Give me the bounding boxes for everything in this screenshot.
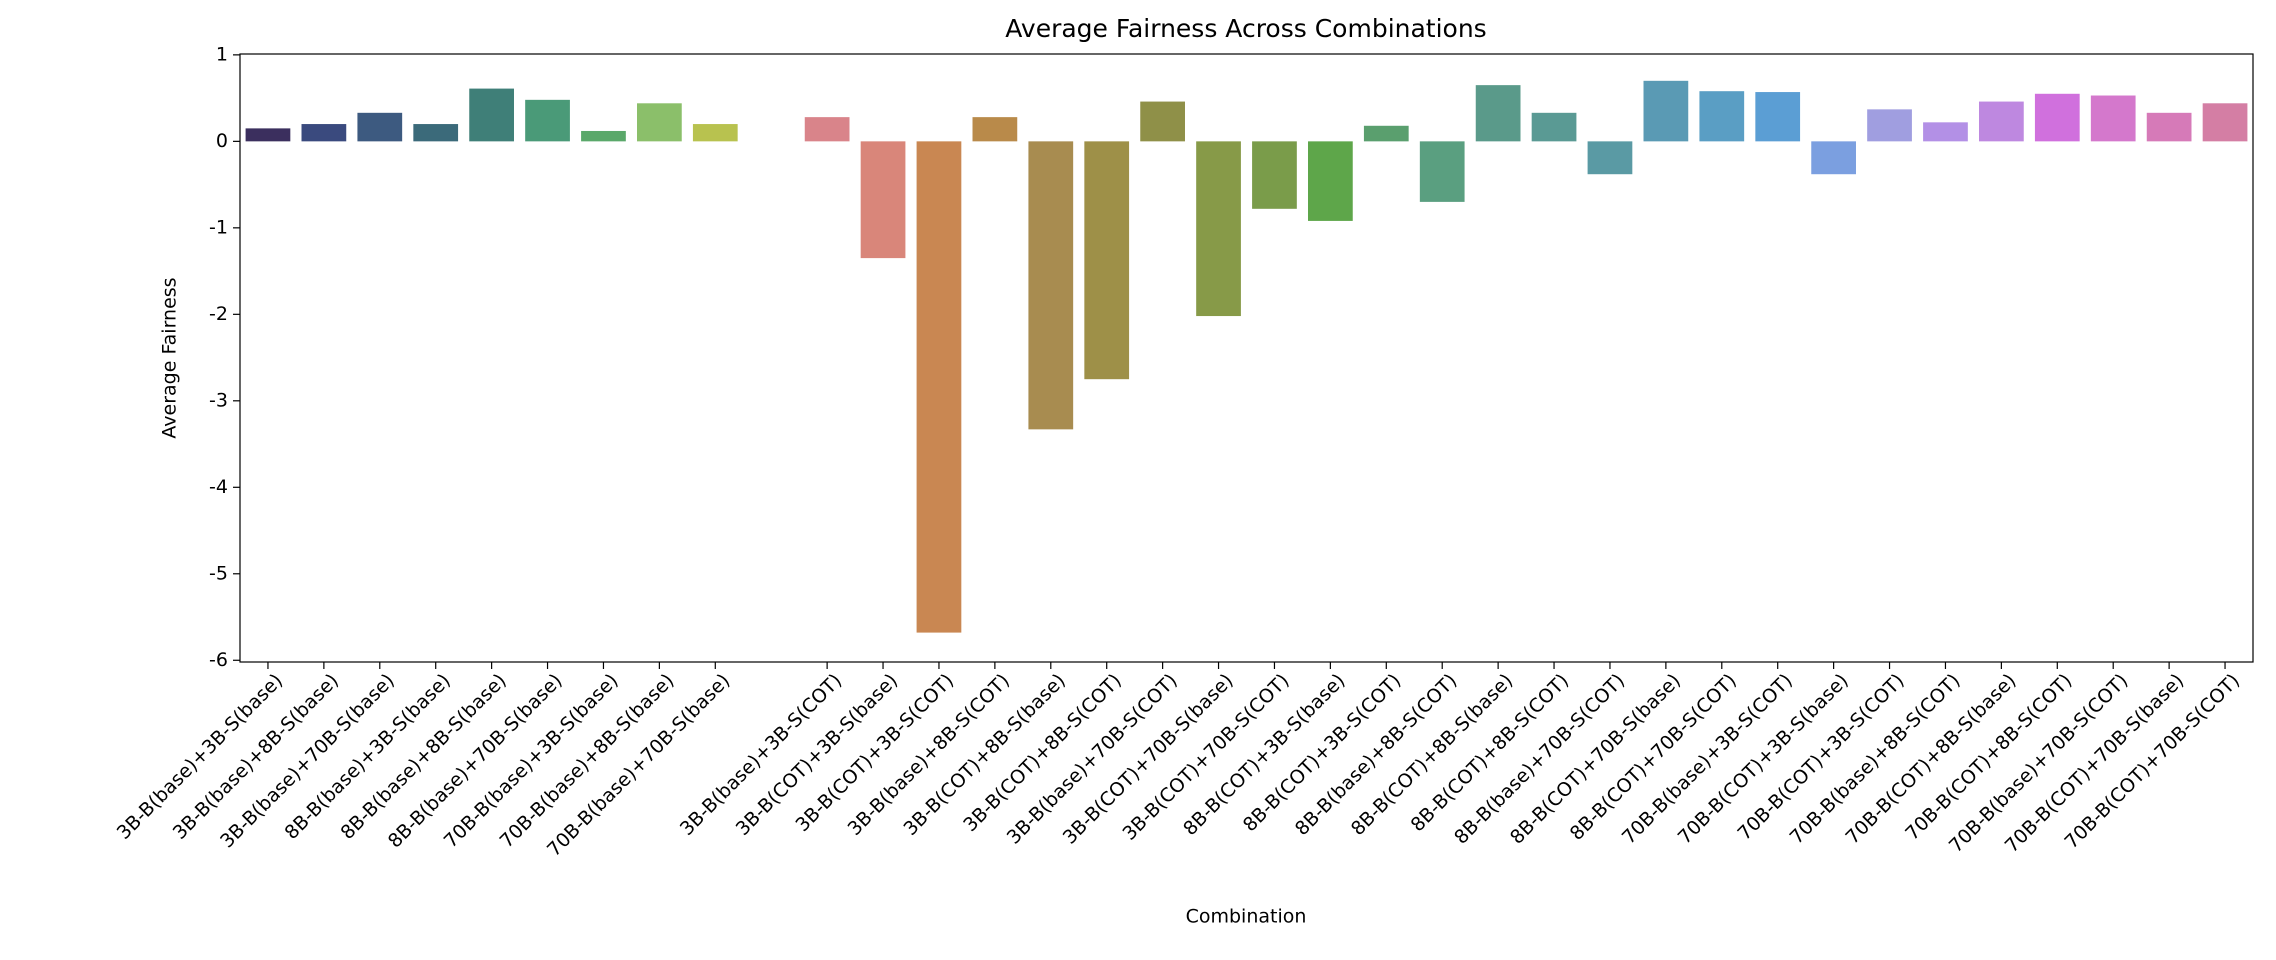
bar <box>1308 141 1353 221</box>
bar <box>804 117 850 142</box>
bar <box>1587 141 1633 175</box>
bar <box>1028 141 1074 430</box>
bar <box>916 141 962 633</box>
bar <box>2090 95 2136 142</box>
bar <box>972 117 1018 142</box>
bar <box>525 99 570 142</box>
bar <box>2034 93 2080 142</box>
bar <box>2202 103 2248 142</box>
axes-frame <box>239 53 2254 663</box>
chart-title: Average Fairness Across Combinations <box>1005 14 1486 43</box>
bar <box>301 124 347 142</box>
y-tick-label: -6 <box>209 649 228 671</box>
bar <box>637 103 682 142</box>
bar <box>860 141 906 259</box>
bar <box>1643 80 1689 142</box>
bar <box>245 128 291 142</box>
y-tick-label: -5 <box>209 562 228 584</box>
bar <box>692 124 738 142</box>
bar <box>1196 141 1241 317</box>
bar <box>1755 92 1801 142</box>
bar <box>357 112 403 142</box>
bar <box>413 124 459 142</box>
y-tick-label: -4 <box>209 476 228 498</box>
bar <box>1363 125 1409 142</box>
bar <box>1531 112 1577 142</box>
bar <box>1140 101 1185 142</box>
y-axis-label: Average Fairness <box>159 277 181 438</box>
bar <box>1699 91 1745 142</box>
bar <box>1084 141 1130 380</box>
bar <box>1923 122 1968 142</box>
bar <box>469 88 514 142</box>
bar <box>1811 141 1856 175</box>
x-axis-label: Combination <box>1186 906 1307 928</box>
y-tick-label: -2 <box>209 303 228 325</box>
y-tick-label: -3 <box>209 389 228 411</box>
bar <box>581 130 626 142</box>
bar <box>1867 109 1912 142</box>
y-tick-label: -1 <box>209 216 228 238</box>
bar <box>1475 85 1521 142</box>
bar <box>1419 141 1465 202</box>
bar <box>2146 112 2192 142</box>
y-tick-label: 0 <box>216 130 228 152</box>
bar <box>1252 141 1297 209</box>
y-tick-label: 1 <box>216 43 228 65</box>
bar <box>1979 101 2024 142</box>
